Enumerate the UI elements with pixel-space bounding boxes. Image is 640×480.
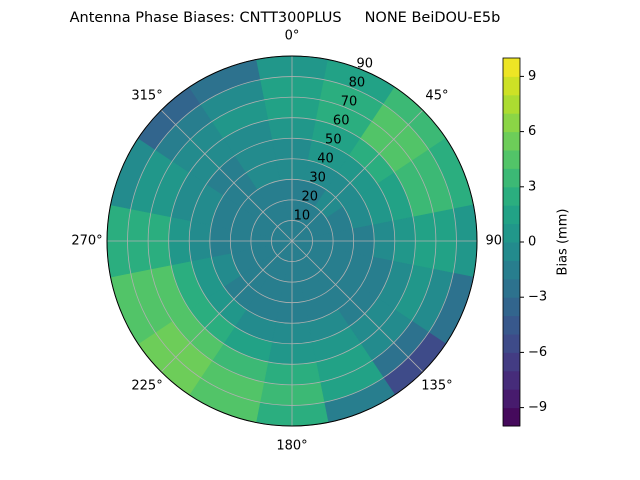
radial-tick-label: 40 bbox=[317, 152, 334, 167]
colorbar-segment bbox=[503, 223, 520, 243]
colorbar-segment bbox=[503, 131, 520, 151]
angular-grid-line bbox=[160, 109, 293, 242]
angular-tick-label: 315° bbox=[131, 89, 162, 104]
colorbar-segment bbox=[503, 150, 520, 169]
colorbar-segment bbox=[503, 58, 520, 77]
colorbar-segment bbox=[503, 407, 520, 427]
colorbar-segment bbox=[503, 205, 520, 225]
chart-title: Antenna Phase Biases: CNTT300PLUS NONE B… bbox=[70, 10, 501, 26]
angular-tick-label: 270° bbox=[71, 234, 102, 249]
colorbar-segment bbox=[503, 297, 520, 317]
colorbar-tick-label: −3 bbox=[528, 290, 547, 305]
polar-frame bbox=[106, 55, 478, 427]
radial-tick-label: 20 bbox=[301, 190, 318, 205]
colorbar-segment bbox=[503, 76, 520, 96]
colorbar-segment bbox=[503, 260, 520, 280]
colorbar-segment bbox=[503, 315, 520, 335]
colorbar-tick-label: 9 bbox=[528, 69, 536, 84]
radial-tick-label: 30 bbox=[309, 171, 326, 186]
colorbar-tick-label: −9 bbox=[528, 400, 547, 415]
colorbar-segment bbox=[503, 370, 520, 390]
radial-tick-label: 50 bbox=[325, 133, 342, 148]
angular-tick-label: 45° bbox=[425, 89, 448, 104]
colorbar-tick-label: 6 bbox=[528, 124, 536, 139]
radial-tick-label: 90 bbox=[357, 57, 374, 72]
angular-tick-label: 225° bbox=[131, 378, 162, 393]
colorbar-segment bbox=[503, 242, 520, 261]
colorbar-segment bbox=[503, 168, 520, 188]
colorbar-segment bbox=[503, 389, 520, 409]
colorbar-tick-label: −6 bbox=[528, 345, 547, 360]
colorbar-segment bbox=[503, 94, 520, 114]
colorbar-label: Bias (mm) bbox=[556, 209, 571, 276]
radial-tick-label: 10 bbox=[294, 209, 311, 224]
colorbar-segment bbox=[503, 334, 520, 353]
angular-tick-label: 0° bbox=[285, 29, 300, 44]
angular-tick-label: 135° bbox=[421, 378, 452, 393]
angular-grid-line bbox=[291, 240, 424, 373]
radial-tick-label: 60 bbox=[333, 114, 350, 129]
radial-tick-label: 80 bbox=[349, 76, 366, 91]
angular-tick-label: 180° bbox=[276, 439, 307, 454]
colorbar-tick-label: 3 bbox=[528, 179, 536, 194]
colorbar-segment bbox=[503, 278, 520, 298]
colorbar-tick-label: 0 bbox=[528, 235, 536, 250]
radial-tick-label: 70 bbox=[341, 95, 358, 110]
colorbar-segment bbox=[503, 113, 520, 133]
angular-grid-line bbox=[291, 109, 424, 242]
colorbar-segment bbox=[503, 186, 520, 206]
colorbar-segment bbox=[503, 352, 520, 372]
angular-grid-line bbox=[160, 240, 293, 373]
